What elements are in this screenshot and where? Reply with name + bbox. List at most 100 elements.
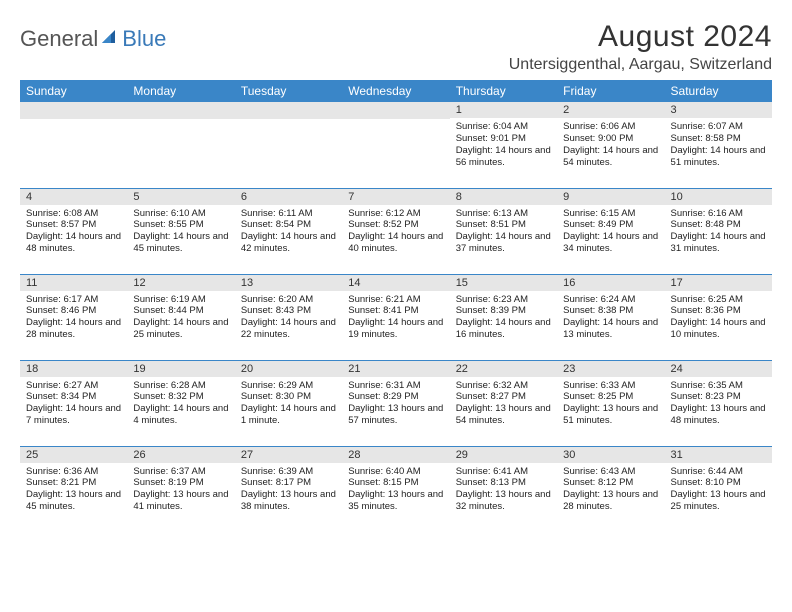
calendar-cell: 3Sunrise: 6:07 AMSunset: 8:58 PMDaylight… [665, 102, 772, 188]
day-number-bar: 8 [450, 189, 557, 205]
weekday-header: Wednesday [342, 80, 449, 102]
weekday-header: Monday [127, 80, 234, 102]
day-number-bar: 4 [20, 189, 127, 205]
day-number-bar: 13 [235, 275, 342, 291]
calendar-cell: 5Sunrise: 6:10 AMSunset: 8:55 PMDaylight… [127, 188, 234, 274]
day-details: Sunrise: 6:23 AMSunset: 8:39 PMDaylight:… [450, 291, 557, 344]
day-number-bar: 9 [557, 189, 664, 205]
day-number-bar: 30 [557, 447, 664, 463]
day-number-bar: 11 [20, 275, 127, 291]
day-number-bar: 25 [20, 447, 127, 463]
day-details: Sunrise: 6:16 AMSunset: 8:48 PMDaylight:… [665, 205, 772, 258]
day-details: Sunrise: 6:41 AMSunset: 8:13 PMDaylight:… [450, 463, 557, 516]
day-details: Sunrise: 6:06 AMSunset: 9:00 PMDaylight:… [557, 118, 664, 171]
logo-sail-icon [100, 28, 118, 51]
day-number-bar [235, 102, 342, 119]
calendar-cell: 6Sunrise: 6:11 AMSunset: 8:54 PMDaylight… [235, 188, 342, 274]
day-number-bar: 27 [235, 447, 342, 463]
calendar-cell: 2Sunrise: 6:06 AMSunset: 9:00 PMDaylight… [557, 102, 664, 188]
day-number-bar: 31 [665, 447, 772, 463]
day-details: Sunrise: 6:13 AMSunset: 8:51 PMDaylight:… [450, 205, 557, 258]
day-details: Sunrise: 6:40 AMSunset: 8:15 PMDaylight:… [342, 463, 449, 516]
day-details: Sunrise: 6:27 AMSunset: 8:34 PMDaylight:… [20, 377, 127, 430]
day-details: Sunrise: 6:12 AMSunset: 8:52 PMDaylight:… [342, 205, 449, 258]
calendar-cell: 15Sunrise: 6:23 AMSunset: 8:39 PMDayligh… [450, 274, 557, 360]
day-number-bar [342, 102, 449, 119]
calendar-cell: 11Sunrise: 6:17 AMSunset: 8:46 PMDayligh… [20, 274, 127, 360]
calendar-cell: 23Sunrise: 6:33 AMSunset: 8:25 PMDayligh… [557, 360, 664, 446]
calendar-cell: 27Sunrise: 6:39 AMSunset: 8:17 PMDayligh… [235, 446, 342, 532]
day-number-bar: 7 [342, 189, 449, 205]
day-number-bar: 15 [450, 275, 557, 291]
calendar-week-row: 1Sunrise: 6:04 AMSunset: 9:01 PMDaylight… [20, 102, 772, 188]
day-details: Sunrise: 6:28 AMSunset: 8:32 PMDaylight:… [127, 377, 234, 430]
calendar-cell [20, 102, 127, 188]
day-details: Sunrise: 6:24 AMSunset: 8:38 PMDaylight:… [557, 291, 664, 344]
day-number-bar: 28 [342, 447, 449, 463]
day-details: Sunrise: 6:35 AMSunset: 8:23 PMDaylight:… [665, 377, 772, 430]
calendar-cell: 10Sunrise: 6:16 AMSunset: 8:48 PMDayligh… [665, 188, 772, 274]
day-details: Sunrise: 6:32 AMSunset: 8:27 PMDaylight:… [450, 377, 557, 430]
calendar-cell: 26Sunrise: 6:37 AMSunset: 8:19 PMDayligh… [127, 446, 234, 532]
day-details: Sunrise: 6:44 AMSunset: 8:10 PMDaylight:… [665, 463, 772, 516]
calendar-cell: 29Sunrise: 6:41 AMSunset: 8:13 PMDayligh… [450, 446, 557, 532]
day-details: Sunrise: 6:15 AMSunset: 8:49 PMDaylight:… [557, 205, 664, 258]
day-number-bar: 6 [235, 189, 342, 205]
day-details: Sunrise: 6:20 AMSunset: 8:43 PMDaylight:… [235, 291, 342, 344]
calendar-cell: 24Sunrise: 6:35 AMSunset: 8:23 PMDayligh… [665, 360, 772, 446]
calendar-cell: 28Sunrise: 6:40 AMSunset: 8:15 PMDayligh… [342, 446, 449, 532]
calendar-cell: 31Sunrise: 6:44 AMSunset: 8:10 PMDayligh… [665, 446, 772, 532]
location-text: Untersiggenthal, Aargau, Switzerland [509, 56, 772, 74]
weekday-header-row: SundayMondayTuesdayWednesdayThursdayFrid… [20, 80, 772, 102]
day-number-bar: 18 [20, 361, 127, 377]
logo-text-blue: Blue [122, 26, 166, 52]
day-details: Sunrise: 6:39 AMSunset: 8:17 PMDaylight:… [235, 463, 342, 516]
calendar-cell: 21Sunrise: 6:31 AMSunset: 8:29 PMDayligh… [342, 360, 449, 446]
day-details: Sunrise: 6:07 AMSunset: 8:58 PMDaylight:… [665, 118, 772, 171]
day-details: Sunrise: 6:11 AMSunset: 8:54 PMDaylight:… [235, 205, 342, 258]
day-number-bar [20, 102, 127, 119]
day-details: Sunrise: 6:17 AMSunset: 8:46 PMDaylight:… [20, 291, 127, 344]
day-number-bar: 14 [342, 275, 449, 291]
day-number-bar: 5 [127, 189, 234, 205]
weekday-header: Friday [557, 80, 664, 102]
calendar-cell: 25Sunrise: 6:36 AMSunset: 8:21 PMDayligh… [20, 446, 127, 532]
day-number-bar: 26 [127, 447, 234, 463]
calendar-cell: 4Sunrise: 6:08 AMSunset: 8:57 PMDaylight… [20, 188, 127, 274]
calendar-cell: 12Sunrise: 6:19 AMSunset: 8:44 PMDayligh… [127, 274, 234, 360]
day-number-bar: 12 [127, 275, 234, 291]
weekday-header: Thursday [450, 80, 557, 102]
calendar-week-row: 25Sunrise: 6:36 AMSunset: 8:21 PMDayligh… [20, 446, 772, 532]
day-number-bar: 24 [665, 361, 772, 377]
day-details: Sunrise: 6:33 AMSunset: 8:25 PMDaylight:… [557, 377, 664, 430]
calendar-cell [235, 102, 342, 188]
day-number-bar: 2 [557, 102, 664, 118]
weekday-header: Saturday [665, 80, 772, 102]
day-details: Sunrise: 6:37 AMSunset: 8:19 PMDaylight:… [127, 463, 234, 516]
calendar-cell: 9Sunrise: 6:15 AMSunset: 8:49 PMDaylight… [557, 188, 664, 274]
day-details: Sunrise: 6:10 AMSunset: 8:55 PMDaylight:… [127, 205, 234, 258]
header: General Blue August 2024 Untersiggenthal… [20, 20, 772, 74]
calendar-cell: 18Sunrise: 6:27 AMSunset: 8:34 PMDayligh… [20, 360, 127, 446]
calendar-cell [127, 102, 234, 188]
day-details: Sunrise: 6:04 AMSunset: 9:01 PMDaylight:… [450, 118, 557, 171]
day-number-bar: 29 [450, 447, 557, 463]
calendar-cell: 22Sunrise: 6:32 AMSunset: 8:27 PMDayligh… [450, 360, 557, 446]
calendar-cell: 8Sunrise: 6:13 AMSunset: 8:51 PMDaylight… [450, 188, 557, 274]
calendar-cell: 13Sunrise: 6:20 AMSunset: 8:43 PMDayligh… [235, 274, 342, 360]
day-details: Sunrise: 6:25 AMSunset: 8:36 PMDaylight:… [665, 291, 772, 344]
day-details: Sunrise: 6:36 AMSunset: 8:21 PMDaylight:… [20, 463, 127, 516]
day-number-bar: 22 [450, 361, 557, 377]
weekday-header: Tuesday [235, 80, 342, 102]
logo-text-general: General [20, 26, 98, 52]
day-number-bar: 16 [557, 275, 664, 291]
title-block: August 2024 Untersiggenthal, Aargau, Swi… [509, 20, 772, 74]
day-number-bar: 17 [665, 275, 772, 291]
day-details: Sunrise: 6:29 AMSunset: 8:30 PMDaylight:… [235, 377, 342, 430]
day-details: Sunrise: 6:43 AMSunset: 8:12 PMDaylight:… [557, 463, 664, 516]
calendar-cell: 19Sunrise: 6:28 AMSunset: 8:32 PMDayligh… [127, 360, 234, 446]
calendar-cell: 17Sunrise: 6:25 AMSunset: 8:36 PMDayligh… [665, 274, 772, 360]
calendar-week-row: 11Sunrise: 6:17 AMSunset: 8:46 PMDayligh… [20, 274, 772, 360]
month-title: August 2024 [509, 20, 772, 54]
day-details: Sunrise: 6:19 AMSunset: 8:44 PMDaylight:… [127, 291, 234, 344]
